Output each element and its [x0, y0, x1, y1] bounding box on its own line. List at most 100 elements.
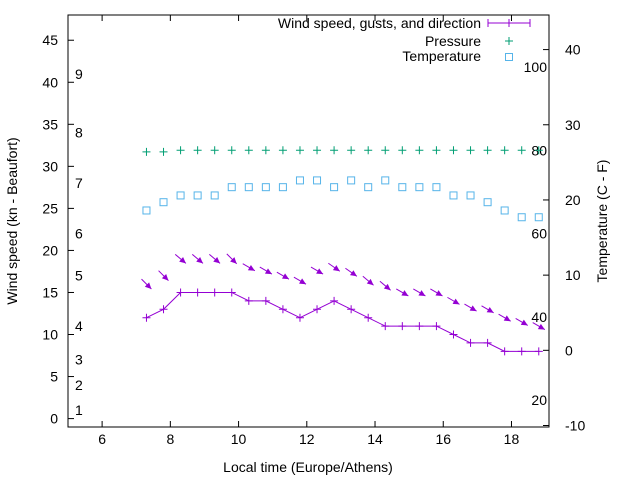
gust-direction-arrow [515, 317, 529, 326]
gust-direction-arrow [293, 276, 307, 285]
pressure-point [295, 146, 304, 155]
y2-axis-label: Temperature (C - F) [594, 160, 610, 283]
gust-direction-arrow [447, 296, 460, 305]
wind-speed-line [146, 291, 539, 352]
x-tick-label: 18 [504, 431, 520, 447]
beaufort-label: 2 [75, 377, 83, 393]
pressure-point [398, 146, 407, 155]
gust-direction-arrow [395, 288, 409, 297]
legend-label-temperature: Temperature [402, 48, 481, 64]
pressure-point [193, 146, 202, 155]
pressure-point [347, 146, 356, 155]
temperature-point [500, 206, 509, 215]
gust-direction-arrow [141, 278, 152, 290]
gust-arrow-head [230, 257, 237, 264]
wind-speed-point [330, 296, 339, 305]
wind-speed-point [278, 305, 287, 314]
gust-arrow-head [520, 319, 528, 326]
temperature-point [398, 183, 407, 192]
temperature-point [534, 213, 543, 222]
wind-speed-point [517, 347, 526, 356]
temperature-point [210, 191, 219, 200]
gust-direction-arrow [259, 266, 273, 275]
pressure-point [244, 146, 253, 155]
y-tick-label: 40 [42, 74, 58, 90]
y-tick-label: 5 [50, 369, 58, 385]
beaufort-label: 6 [75, 226, 83, 242]
legend-wind-point [487, 19, 531, 27]
gust-arrow-head [196, 256, 203, 264]
beaufort-label: 7 [75, 175, 83, 191]
temperature-point [415, 183, 424, 192]
pressure-point [278, 146, 287, 155]
gust-direction-arrow [481, 305, 494, 314]
plot-frame [67, 14, 550, 428]
gust-arrow-head [144, 282, 152, 290]
gust-arrow-head [452, 298, 460, 305]
pressure-point [210, 146, 219, 155]
wind-speed-point [398, 322, 407, 331]
wind-speed-point [534, 347, 543, 356]
pressure-point [449, 146, 458, 155]
pressure-point [227, 146, 236, 155]
wind-speed-point [364, 313, 373, 322]
gust-arrow-head [418, 290, 426, 296]
temperature-point [278, 183, 287, 192]
gust-arrow-head [299, 278, 307, 285]
gust-arrow-head [264, 268, 272, 275]
temperature-point [330, 183, 339, 192]
y-tick-label: 45 [42, 32, 58, 48]
wind-speed-point [500, 347, 509, 356]
pressure-point [500, 146, 509, 155]
gust-arrow-head [366, 278, 374, 286]
gust-direction-arrow [191, 253, 204, 264]
temperature-point [193, 191, 202, 200]
gust-direction-arrow [242, 263, 256, 272]
gust-arrow-head [332, 265, 340, 272]
pressure-point [142, 147, 151, 156]
gust-arrow-head [349, 270, 357, 277]
pressure-point [364, 146, 373, 155]
pressure-point [330, 146, 339, 155]
wind-speed-point [142, 313, 151, 322]
pressure-point [381, 146, 390, 155]
pressure-point [159, 147, 168, 156]
wind-speed-point [193, 288, 202, 297]
gust-arrow-head [383, 283, 391, 291]
y2-tick-label: 0 [565, 342, 573, 358]
temperature-point [159, 198, 168, 207]
temperature-point [347, 176, 356, 185]
gust-direction-arrow [158, 270, 169, 281]
legend-label-wind: Wind speed, gusts, and direction [278, 15, 481, 31]
x-tick-label: 8 [166, 431, 174, 447]
wind-speed-point [381, 322, 390, 331]
gust-arrow-head [401, 290, 409, 296]
wind-speed-point [449, 330, 458, 339]
x-axis-label: Local time (Europe/Athens) [223, 459, 393, 475]
y2-tick-label: 20 [565, 192, 581, 208]
gust-arrow-head [247, 264, 255, 271]
wind-speed-point [159, 305, 168, 314]
y2-tick-label: -10 [565, 417, 585, 433]
beaufort-label: 1 [75, 402, 83, 418]
gust-direction-arrow [174, 253, 187, 264]
gust-direction-arrow [498, 313, 511, 322]
wind-speed-point [415, 322, 424, 331]
gust-arrow-head [316, 268, 324, 275]
gust-direction-arrow [276, 271, 290, 280]
wind-speed-point [227, 288, 236, 297]
beaufort-label: 3 [75, 352, 83, 368]
temperature-point [517, 213, 526, 222]
temperature-point [466, 191, 475, 200]
wind-speed-point [483, 338, 492, 347]
gust-direction-arrow [430, 288, 443, 297]
y-tick-label: 10 [42, 327, 58, 343]
temperature-point [295, 176, 304, 185]
pressure-point [483, 146, 492, 155]
temperature-point [313, 176, 322, 185]
gust-arrow-head [281, 273, 289, 280]
beaufort-label: 8 [75, 125, 83, 141]
wind-speed-point [261, 296, 270, 305]
wind-speed-point [432, 322, 441, 331]
y2-tick-label: 30 [565, 117, 581, 133]
